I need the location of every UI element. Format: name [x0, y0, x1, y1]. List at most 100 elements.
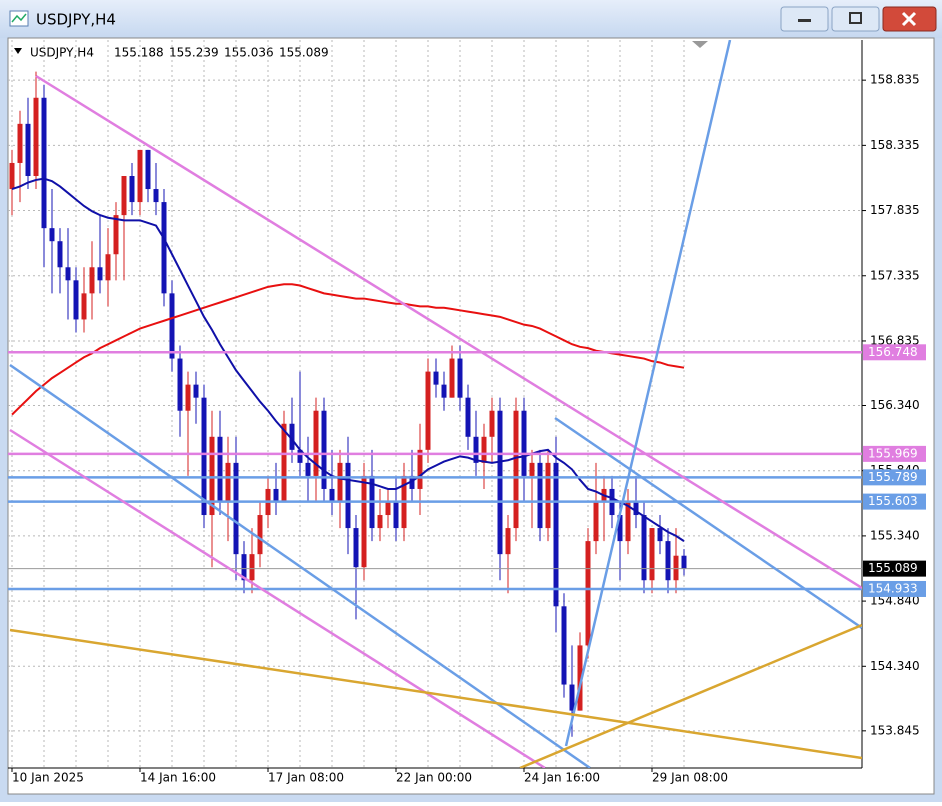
candle-body: [665, 541, 671, 581]
trendline: [35, 74, 862, 590]
candle-body: [657, 528, 663, 542]
candle-body: [345, 462, 351, 529]
candle-body: [393, 501, 399, 529]
candle-body: [81, 293, 87, 320]
y-tick-label: 158.335: [870, 138, 920, 152]
candle-body: [241, 554, 247, 581]
candle-body: [569, 684, 575, 711]
quote-value: 155.188: [114, 46, 164, 60]
trendline: [519, 623, 862, 768]
candle-body: [249, 554, 255, 581]
y-tick-label: 153.845: [870, 723, 920, 737]
candle-body: [353, 528, 359, 568]
candle-body: [105, 254, 111, 281]
candle-body: [321, 410, 327, 489]
candle-body: [17, 123, 23, 163]
x-tick-label: 14 Jan 16:00: [140, 771, 216, 785]
candle-body: [185, 384, 191, 411]
candle-body: [49, 228, 55, 242]
candle-body: [577, 645, 583, 711]
chart-menu-arrow[interactable]: [14, 48, 22, 54]
candle-body: [673, 555, 679, 581]
candle-body: [73, 280, 79, 320]
price-level-label: 156.748: [868, 345, 918, 359]
candle-body: [33, 97, 39, 177]
price-level-tag: [863, 344, 926, 361]
candle-body: [169, 293, 175, 359]
candle-body: [137, 149, 143, 203]
chart-symbol: USDJPY,H4: [30, 46, 94, 60]
x-tick-label: 10 Jan 2025: [12, 771, 84, 785]
restore-button[interactable]: [831, 6, 880, 32]
candle-body: [113, 215, 119, 255]
candle-body: [161, 202, 167, 294]
candle-body: [585, 541, 591, 646]
candle-body: [281, 423, 287, 502]
candle-body: [257, 515, 263, 555]
price-level-tag: [863, 445, 926, 462]
shift-marker: [692, 41, 708, 48]
candle-body: [329, 488, 335, 502]
price-level-label: 155.789: [868, 470, 918, 484]
trendlines: [9, 40, 862, 768]
candle-body: [521, 410, 527, 476]
quote-value: 155.036: [224, 46, 274, 60]
candle-body: [561, 606, 567, 685]
x-tick-label: 24 Jan 16:00: [524, 771, 600, 785]
trendline: [9, 363, 591, 768]
quote-value: 155.089: [279, 46, 329, 60]
candle-body: [209, 436, 215, 516]
candle-body: [633, 501, 639, 516]
candle-body: [385, 501, 391, 516]
price-level-label: 155.603: [868, 494, 918, 508]
candle-body: [457, 358, 463, 398]
candle-body: [313, 410, 319, 476]
candle-body: [473, 436, 479, 463]
y-tick-label: 156.340: [870, 398, 920, 412]
trendline: [9, 628, 862, 760]
candle-body: [553, 462, 559, 607]
minimize-icon: [798, 19, 811, 22]
moving-average: [11, 177, 685, 542]
candle-body: [225, 462, 231, 502]
candle-body: [449, 358, 455, 398]
current-price-tag: [863, 560, 926, 577]
candle-body: [9, 162, 15, 190]
candle-body: [153, 189, 159, 203]
y-tick-label: 155.340: [870, 528, 920, 542]
price-level-tag: [863, 493, 926, 510]
y-tick-label: 157.335: [870, 268, 920, 282]
candle-body: [145, 149, 151, 190]
chart-area: [7, 37, 935, 795]
price-level-tag: [863, 580, 926, 597]
candle-body: [529, 462, 535, 476]
candle-body: [593, 501, 599, 542]
x-tick-label: 22 Jan 00:00: [396, 771, 472, 785]
y-tick-label: 154.340: [870, 659, 920, 673]
price-level-label: 154.933: [868, 581, 918, 595]
candle-body: [41, 97, 47, 229]
candle-body: [217, 436, 223, 502]
candle-body: [361, 475, 367, 568]
window-icon-graph: [11, 13, 27, 23]
y-tick-label: 156.835: [870, 333, 920, 347]
candle-body: [417, 449, 423, 489]
candle-body: [641, 515, 647, 581]
candle-body: [465, 397, 471, 437]
candle-body: [121, 176, 127, 216]
candle-body: [89, 267, 95, 294]
candle-body: [489, 410, 495, 437]
candle-body: [409, 475, 415, 489]
candle-body: [337, 462, 343, 502]
price-level-label: 155.969: [868, 446, 918, 460]
candle-body: [129, 176, 135, 203]
candle-body: [65, 267, 71, 281]
window-title: USDJPY,H4: [36, 11, 116, 29]
candle-body: [649, 528, 655, 581]
candle-body: [201, 397, 207, 516]
candle-body: [681, 555, 687, 569]
trendline: [554, 416, 862, 630]
candle-body: [177, 358, 183, 411]
plot: [8, 40, 862, 768]
